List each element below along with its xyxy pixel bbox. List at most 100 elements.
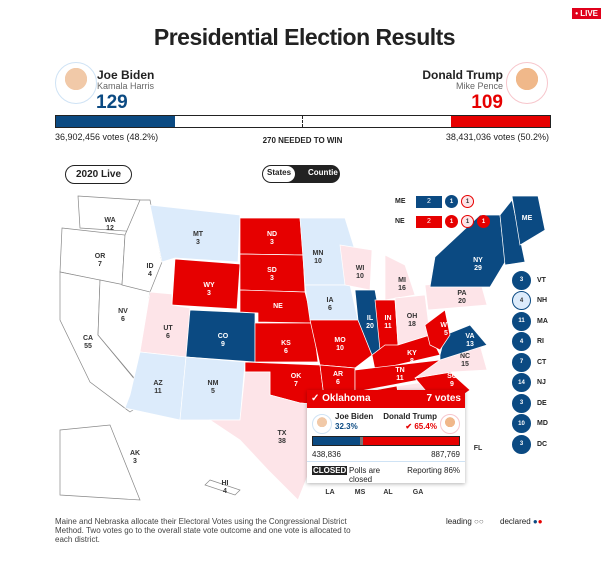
small-state-md[interactable]: 10 MD <box>512 414 548 435</box>
state-label: UT <box>163 325 173 332</box>
state-label: 5 <box>211 388 215 395</box>
state-label: AL <box>383 489 393 496</box>
state-label: VA <box>465 333 474 340</box>
state-label: HI <box>222 480 229 487</box>
state-label: ND <box>267 231 277 238</box>
small-state-nh[interactable]: 4 NH <box>512 291 548 312</box>
tooltip-bar <box>312 436 460 446</box>
tooltip-biden-name: Joe Biden <box>335 412 374 421</box>
state-label: PA <box>457 290 466 297</box>
state-ne[interactable] <box>239 289 314 324</box>
state-label: KS <box>281 340 291 347</box>
state-label: MS <box>355 489 366 496</box>
small-state-ri[interactable]: 4 RI <box>512 332 548 353</box>
check-icon: ✔ <box>405 422 415 431</box>
state-label: CA <box>83 335 93 342</box>
district-vote: 1 <box>477 215 490 228</box>
state-label: OK <box>291 373 302 380</box>
state-label: 3 <box>196 239 200 246</box>
toggle-states[interactable]: States <box>267 168 292 177</box>
state-wv[interactable] <box>424 309 451 351</box>
state-label: NV <box>118 308 128 315</box>
state-label: 9 <box>450 381 454 388</box>
declared-dots-icon: ●● <box>532 517 543 526</box>
state-me[interactable] <box>511 195 546 246</box>
biden-vp: Kamala Harris <box>97 81 155 91</box>
state-ks[interactable] <box>254 322 319 363</box>
page-title: Presidential Election Results <box>153 24 456 50</box>
state-label: 6 <box>284 348 288 355</box>
leading-dots-icon: ○○ <box>474 517 484 526</box>
state-label: MT <box>193 231 204 238</box>
state-label: IN <box>385 315 392 322</box>
state-label: NM <box>208 380 219 387</box>
state-label: 38 <box>278 438 286 445</box>
state-label: ME <box>522 215 533 222</box>
tooltip-trump-votes: 887,769 <box>431 450 460 459</box>
trump-bar-fill <box>451 116 550 127</box>
state-label: IA <box>327 297 334 304</box>
needed-to-win: 270 NEEDED TO WIN <box>262 136 343 145</box>
live-badge: • LIVE <box>572 8 601 19</box>
state-label: 8 <box>410 358 414 365</box>
tooltip-polls: Polls are closed <box>349 466 381 484</box>
district-vote: 2 <box>416 215 442 228</box>
small-state-ct[interactable]: 7 CT <box>512 352 548 373</box>
small-state-vt[interactable]: 3 VT <box>512 270 548 291</box>
state-label: TX <box>278 430 287 437</box>
district-vote: 1 <box>445 195 458 208</box>
state-label: NE <box>273 303 283 310</box>
state-label: 29 <box>474 265 482 272</box>
small-state-de[interactable]: 3 DE <box>512 393 548 414</box>
state-label: AZ <box>153 380 163 387</box>
state-label: MI <box>398 277 406 284</box>
tooltip-trump-pct: 65.4% <box>414 422 437 431</box>
biden-name: Joe Biden <box>97 68 155 82</box>
tooltip-biden-pct: 32.3% <box>335 422 358 431</box>
state-label: CO <box>218 333 229 340</box>
district-vote: 1 <box>445 215 458 228</box>
small-state-ma[interactable]: 11 MA <box>512 311 548 332</box>
district-vote: 1 <box>461 215 474 228</box>
tooltip-biden-avatar <box>312 414 332 434</box>
state-az[interactable] <box>124 351 187 421</box>
trump-avatar <box>506 62 548 104</box>
tooltip-votes: 7 votes <box>426 393 461 404</box>
state-mt[interactable] <box>149 204 241 263</box>
state-hi[interactable] <box>204 479 241 496</box>
legend-declared: declared <box>500 517 531 526</box>
state-tooltip: ✓ Oklahoma 7 votes Joe Biden 32.3% Donal… <box>307 390 465 484</box>
state-label: WY <box>203 282 215 289</box>
state-label: 10 <box>314 258 322 265</box>
state-label: AK <box>130 450 140 457</box>
state-label: 6 <box>121 316 125 323</box>
legend-leading: leading <box>446 517 472 526</box>
state-label: TN <box>395 367 404 374</box>
me-district-split: ME 2 1 1 <box>395 195 490 208</box>
trump-name: Donald Trump <box>422 68 503 82</box>
district-vote: 1 <box>461 195 474 208</box>
small-state-nj[interactable]: 14 NJ <box>512 373 548 394</box>
state-label: ID <box>147 263 154 270</box>
state-ak[interactable] <box>59 424 141 501</box>
state-label: 3 <box>133 458 137 465</box>
state-label: NY <box>473 257 483 264</box>
state-mi[interactable] <box>384 254 416 301</box>
state-label: 11 <box>384 323 392 330</box>
state-label: 12 <box>106 225 114 232</box>
trump-vp: Mike Pence <box>455 81 503 91</box>
state-label: FL <box>474 445 483 452</box>
toggle-counties[interactable]: Countie <box>308 168 338 177</box>
state-label: 9 <box>221 341 225 348</box>
state-label: MO <box>334 337 346 344</box>
year-select-button[interactable]: 2020 Live <box>65 165 133 184</box>
state-wy[interactable] <box>171 258 241 310</box>
state-mo[interactable] <box>309 319 373 369</box>
state-label: GA <box>413 489 424 496</box>
electoral-vote-bar <box>55 115 551 128</box>
state-label: OR <box>95 253 106 260</box>
footnote: Maine and Nebraska allocate their Electo… <box>55 517 351 544</box>
map-mode-toggle[interactable]: States Countie <box>262 165 340 183</box>
small-state-dc[interactable]: 3 DC <box>512 434 548 455</box>
state-ne-eng[interactable] <box>499 199 526 266</box>
